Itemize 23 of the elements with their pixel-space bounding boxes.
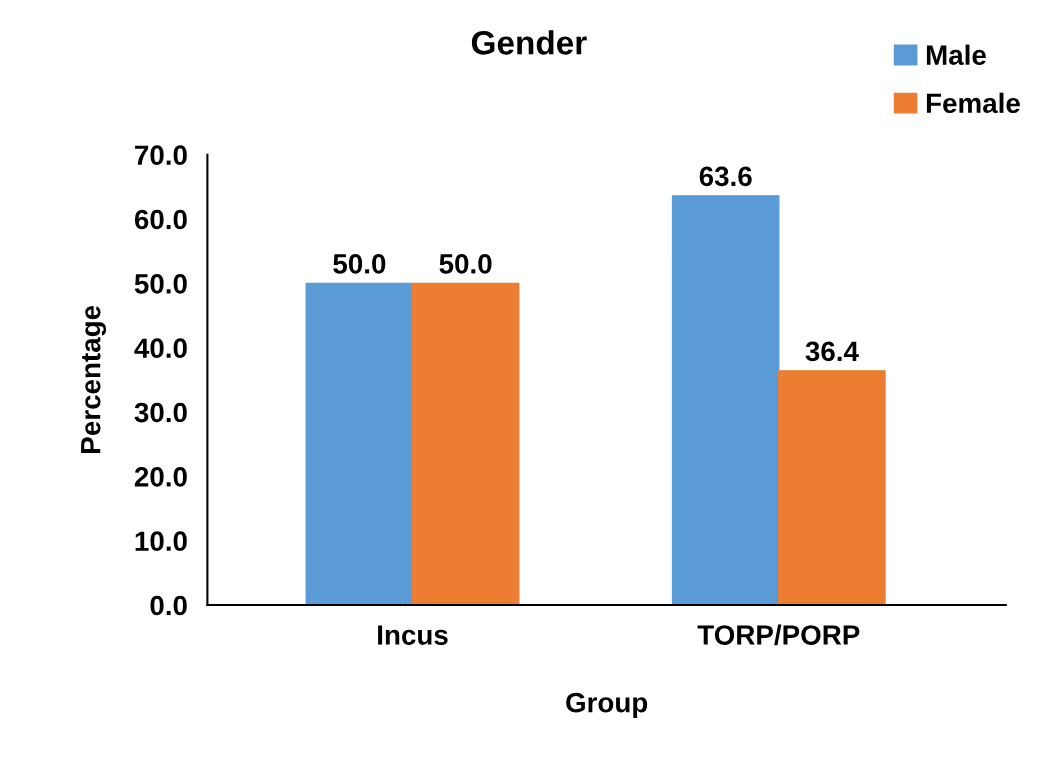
y-tick-label: 20.0 [134, 467, 187, 487]
y-tick-label: 0.0 [150, 595, 187, 616]
chart-title: Gender [471, 30, 587, 55]
y-tick-label: 50.0 [134, 274, 187, 294]
y-tick-label: 60.0 [134, 209, 187, 230]
y-axis-title: Percentage [81, 305, 107, 453]
legend-label: Female [926, 92, 1020, 114]
x-tick-label: TORP/PORP [697, 624, 860, 646]
data-label: 36.4 [805, 341, 859, 362]
y-tick-label: 70.0 [135, 145, 187, 166]
bar [305, 282, 414, 606]
y-tick-label: 40.0 [134, 338, 187, 359]
x-tick-label: Incus [378, 625, 448, 645]
data-label: 50.0 [439, 254, 492, 274]
y-tick-label: 30.0 [134, 402, 187, 423]
bar [411, 282, 520, 606]
legend-label: Male [926, 44, 986, 65]
data-label: 50.0 [333, 254, 386, 274]
y-tick-label: 10.0 [135, 531, 187, 552]
x-axis-title: Group [566, 692, 648, 718]
data-label: 63.6 [699, 166, 752, 187]
bar [671, 195, 780, 606]
bar [778, 370, 886, 606]
